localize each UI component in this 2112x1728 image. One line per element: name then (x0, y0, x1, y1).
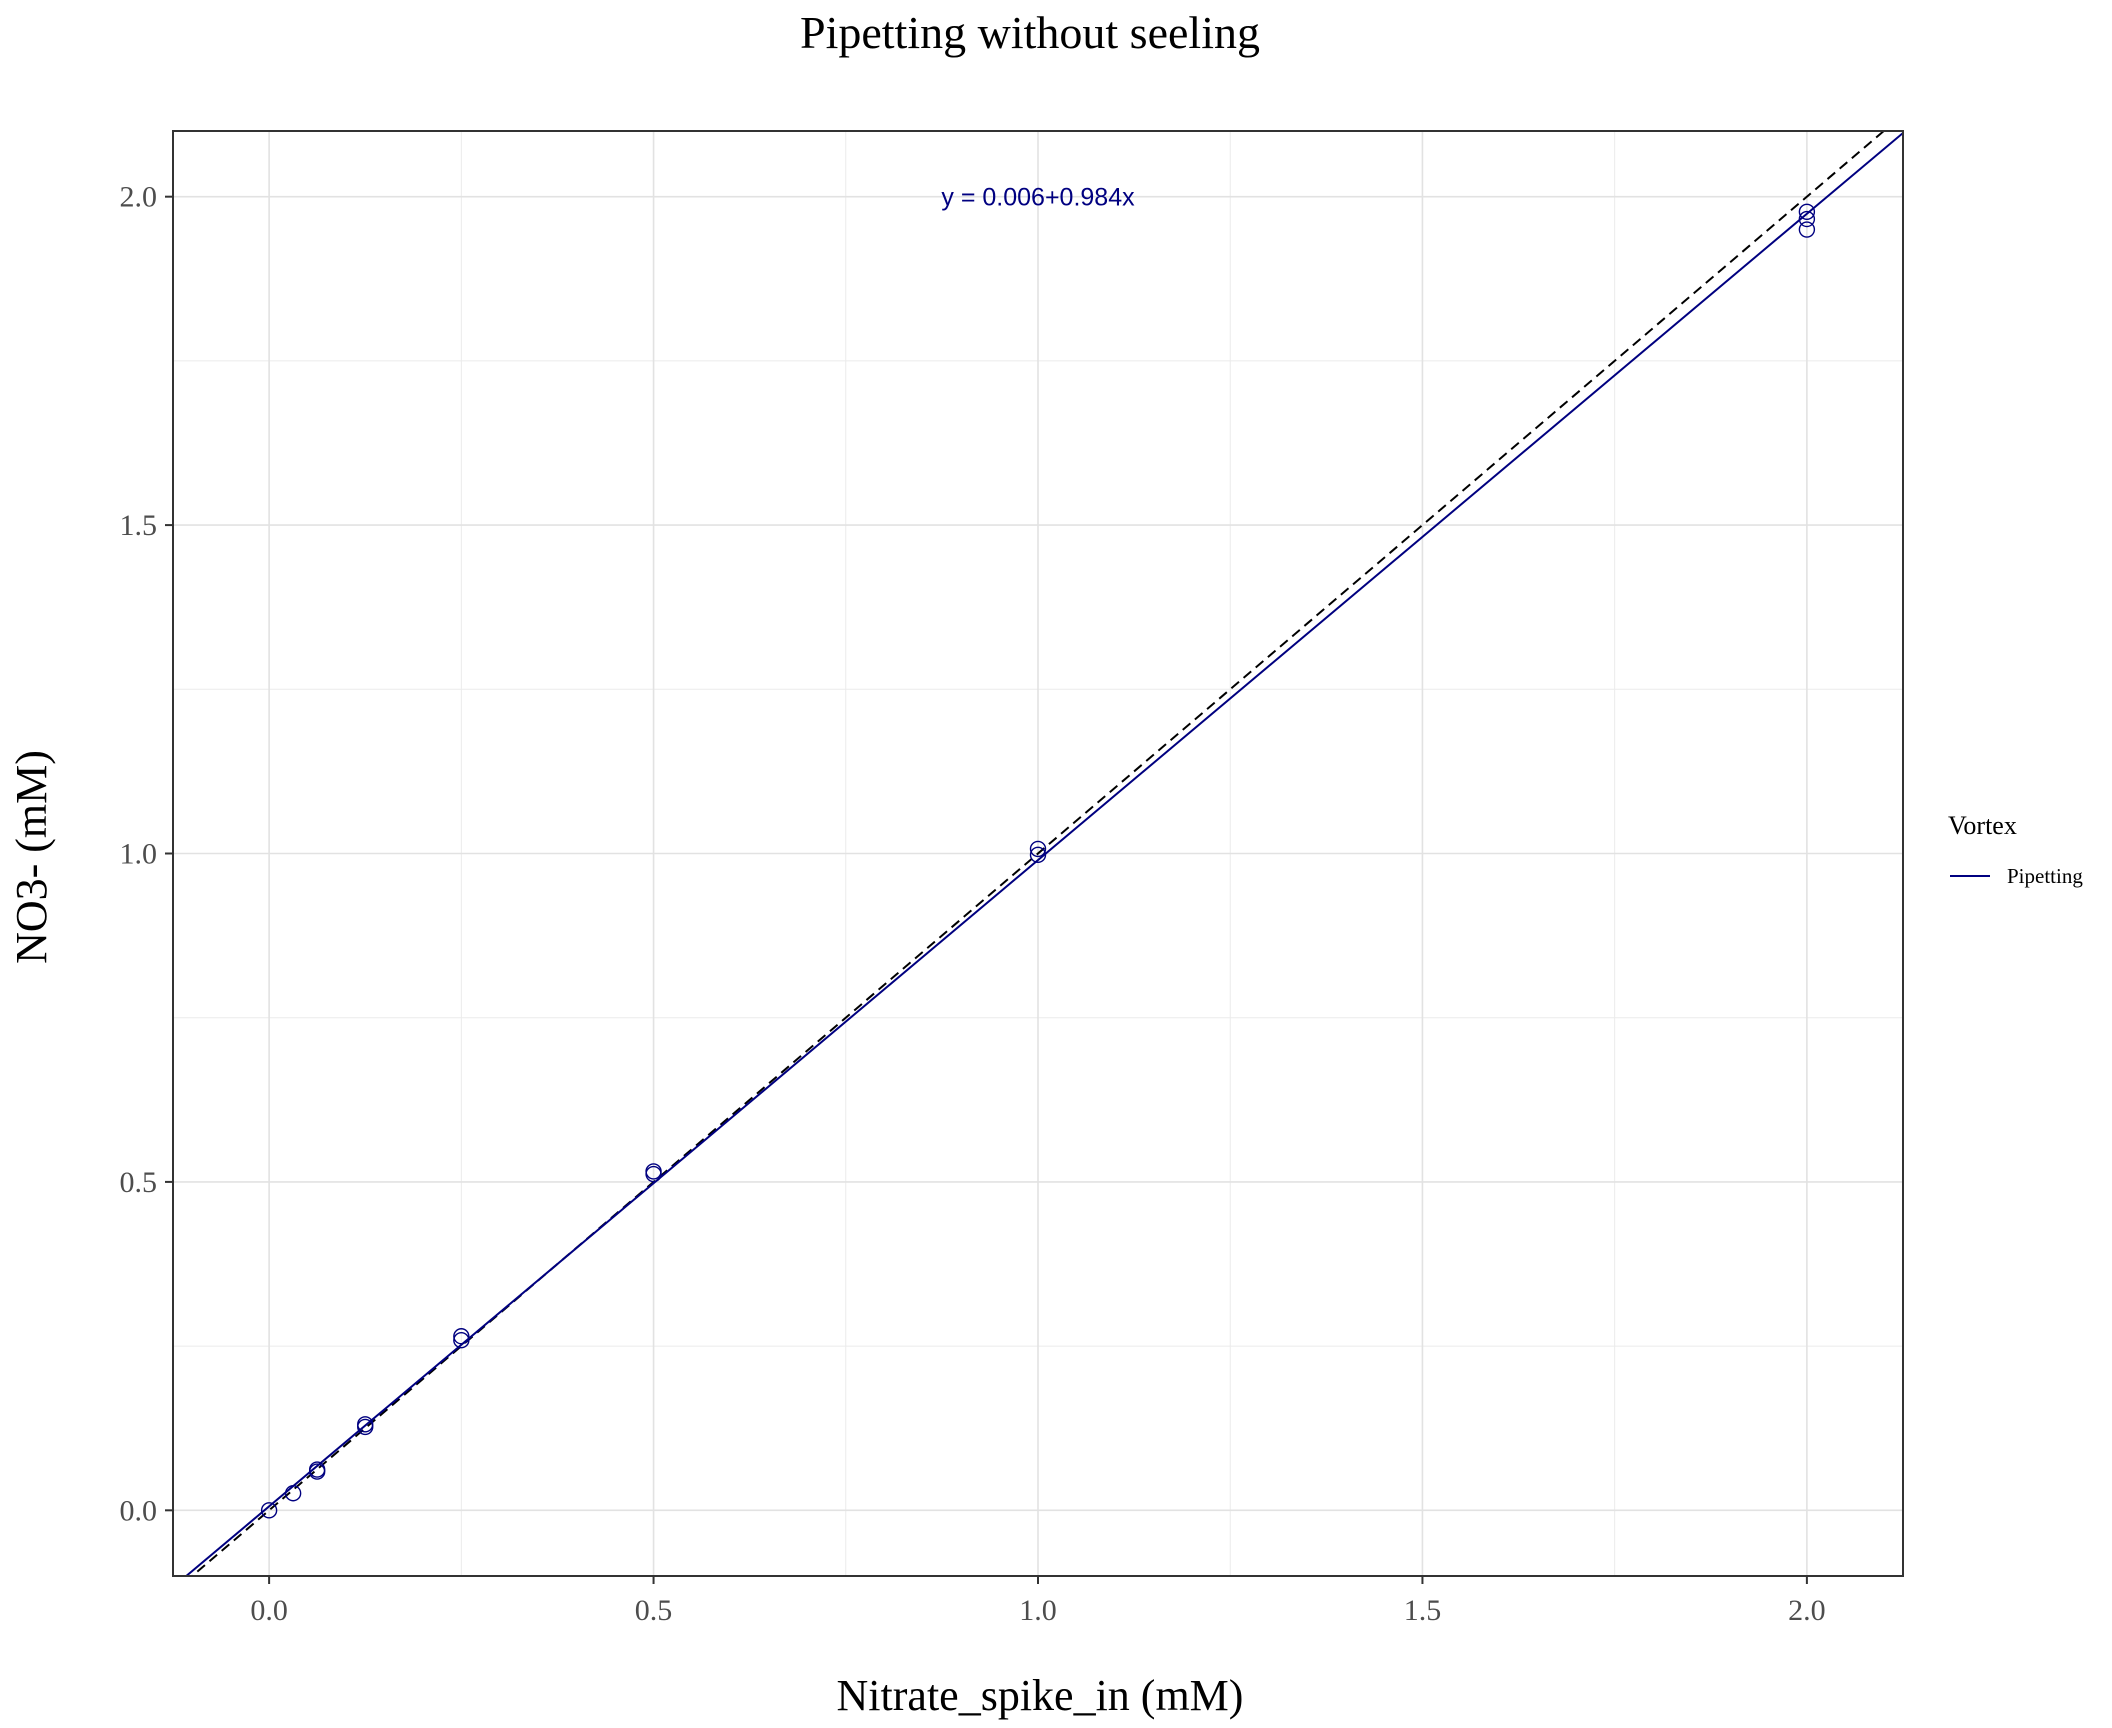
x-tick-label: 1.5 (1404, 1594, 1442, 1627)
x-tick-label: 1.0 (1019, 1594, 1057, 1627)
data-point (1029, 846, 1047, 864)
legend: Vortex Pipetting (1948, 811, 2083, 888)
data-point (645, 1163, 662, 1180)
y-tick-label: 0.0 (120, 1494, 158, 1527)
data-point (260, 1502, 278, 1519)
data-point (1798, 203, 1816, 220)
data-point (357, 1416, 374, 1433)
x-tick-label: 0.5 (635, 1594, 673, 1627)
y-tick-label: 2.0 (120, 181, 158, 214)
data-point (1029, 840, 1047, 858)
x-axis: 0.0 0.5 1.0 1.5 2.0 (250, 1576, 1826, 1627)
data-point (308, 1461, 326, 1478)
data-point (453, 1332, 470, 1349)
y-axis: 0.0 0.5 1.0 1.5 2.0 (120, 181, 173, 1527)
data-point (1798, 221, 1816, 238)
reference-line (190, 131, 1886, 1576)
x-axis-label: Nitrate_spike_in (mM) (837, 1671, 1244, 1720)
chart-title: Pipetting without seeling (800, 7, 1260, 58)
y-tick-label: 0.5 (120, 1166, 158, 1199)
y-axis-label: NO3- (mM) (7, 750, 56, 964)
data-point (453, 1328, 470, 1345)
y-tick-label: 1.0 (120, 838, 158, 871)
data-point (1798, 210, 1816, 228)
fit-equation-annotation: y = 0.006+0.984x (941, 184, 1135, 212)
data-points (260, 203, 1816, 1519)
y-tick-label: 1.5 (120, 509, 158, 542)
fit-line (184, 132, 1903, 1576)
x-tick-label: 0.0 (250, 1594, 288, 1627)
legend-label-pipetting: Pipetting (2007, 864, 2083, 888)
data-point (284, 1485, 302, 1502)
x-tick-label: 2.0 (1788, 1594, 1826, 1627)
legend-title: Vortex (1948, 811, 2017, 840)
